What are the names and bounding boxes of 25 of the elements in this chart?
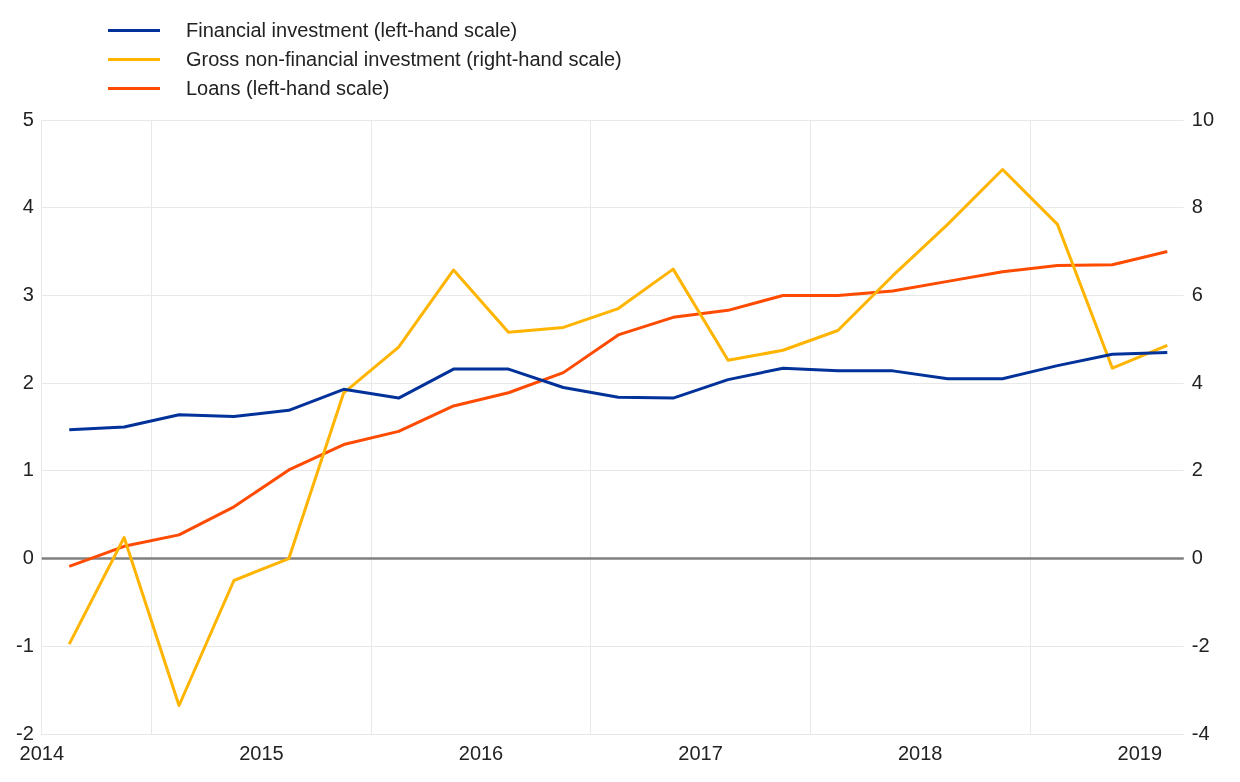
y2-tick-label: -2	[1191, 633, 1210, 656]
legend-label: Loans (left-hand scale)	[186, 76, 390, 101]
y-tick-label: 3	[22, 282, 34, 305]
y-tick-label: -1	[15, 633, 34, 656]
y2-tick-label: 8	[1191, 195, 1203, 218]
y2-tick-label: 6	[1191, 282, 1203, 305]
y-tick-label: 2	[22, 370, 34, 393]
y2-tick-label: 10	[1191, 107, 1214, 130]
y-tick-label: 1	[22, 458, 34, 481]
y2-tick-label: 4	[1191, 370, 1203, 393]
y2-tick-label: 2	[1191, 458, 1203, 481]
y2-tick-label: -4	[1191, 721, 1210, 744]
x-tick-label: 2017	[678, 741, 723, 764]
legend-label: Gross non-financial investment (right-hand scale)	[186, 47, 622, 72]
x-tick-label: 2015	[239, 741, 284, 764]
y-tick-label: 4	[22, 195, 34, 218]
x-tick-label: 2016	[458, 741, 504, 764]
x-tick-label: 2018	[897, 741, 943, 764]
y-tick-label: -2	[15, 721, 34, 744]
x-tick-label: 2014	[19, 741, 65, 764]
x-tick-label: 2019	[1117, 741, 1163, 764]
y-tick-label: 5	[22, 107, 34, 130]
y-tick-label: 0	[22, 546, 34, 569]
legend-label: Financial investment (left-hand scale)	[186, 18, 518, 43]
y2-tick-label: 0	[1191, 546, 1203, 569]
